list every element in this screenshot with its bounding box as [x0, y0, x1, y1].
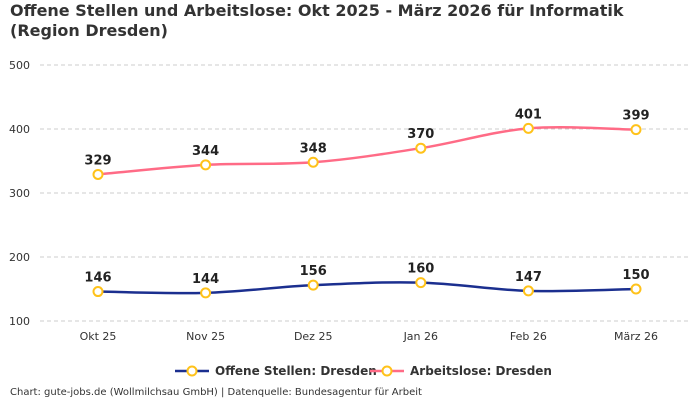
data-point	[415, 142, 427, 154]
y-tick-label: 100	[9, 315, 30, 328]
data-point	[200, 159, 212, 171]
data-point	[307, 156, 319, 168]
data-label: 348	[300, 141, 327, 156]
legend-label: Offene Stellen: Dresden	[215, 364, 377, 378]
legend-marker	[381, 365, 393, 377]
data-point	[630, 124, 642, 136]
data-point	[92, 286, 104, 298]
data-label: 146	[84, 271, 111, 286]
data-label: 370	[407, 127, 434, 142]
data-point	[307, 279, 319, 291]
y-tick-label: 300	[9, 187, 30, 200]
legend-marker	[186, 365, 198, 377]
data-point	[522, 285, 534, 297]
data-label: 399	[622, 109, 649, 124]
data-point	[92, 168, 104, 180]
chart-footer: Chart: gute-jobs.de (Wollmilchsau GmbH) …	[10, 387, 422, 398]
data-label: 329	[84, 153, 111, 168]
data-label: 401	[515, 107, 542, 122]
data-label: 344	[192, 144, 219, 159]
data-point	[200, 287, 212, 299]
data-point	[415, 277, 427, 289]
legend-label: Arbeitslose: Dresden	[410, 364, 552, 378]
x-tick-label: März 26	[614, 330, 658, 343]
data-label: 160	[407, 262, 434, 277]
data-label: 156	[300, 264, 327, 279]
data-label: 144	[192, 272, 219, 287]
x-tick-label: Dez 25	[294, 330, 333, 343]
x-tick-label: Nov 25	[186, 330, 225, 343]
data-point	[522, 122, 534, 134]
y-tick-label: 200	[9, 251, 30, 264]
data-label: 147	[515, 270, 542, 285]
series-line	[97, 281, 637, 295]
x-tick-label: Feb 26	[510, 330, 547, 343]
chart-title: Offene Stellen und Arbeitslose: Okt 2025…	[10, 1, 624, 40]
x-tick-label: Jan 26	[403, 330, 438, 343]
x-tick-label: Okt 25	[80, 330, 117, 343]
data-point	[630, 283, 642, 295]
y-tick-label: 400	[9, 123, 30, 136]
y-tick-label: 500	[9, 59, 30, 72]
data-label: 150	[622, 268, 649, 283]
series-line	[97, 125, 637, 176]
